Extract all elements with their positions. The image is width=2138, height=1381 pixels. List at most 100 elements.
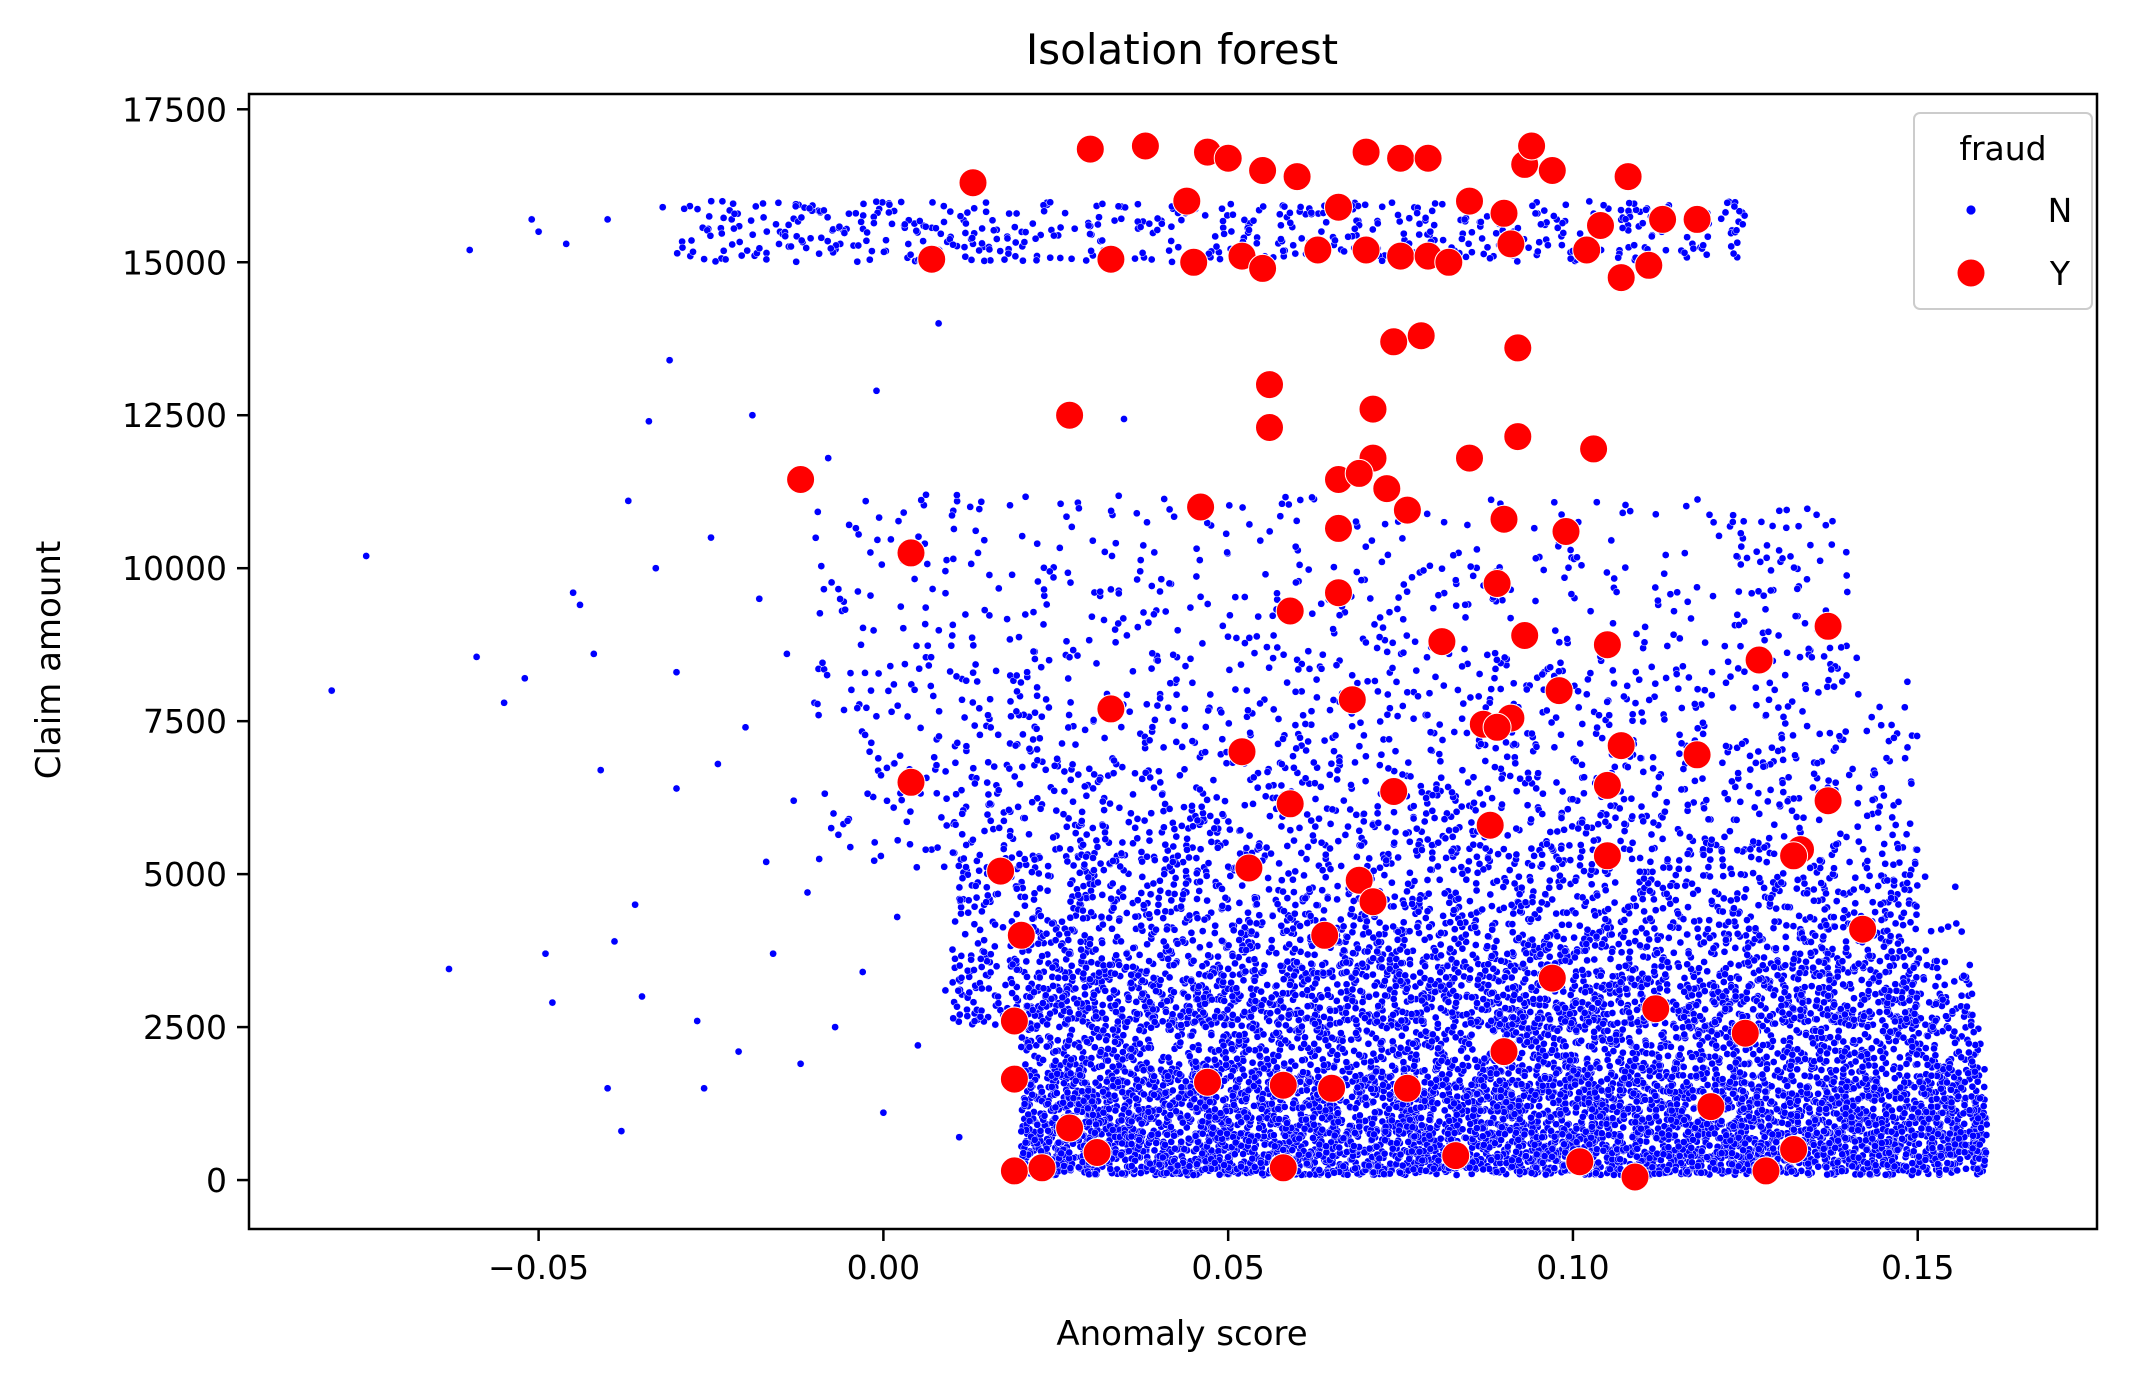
data-point-n [1192,544,1201,553]
data-point-n [596,766,605,774]
data-point-n [1618,509,1627,517]
data-point-n [1715,532,1723,540]
data-point-n [1170,512,1178,521]
data-point-n [1412,824,1421,833]
data-point-n [1782,921,1791,930]
data-point-n [1570,933,1578,942]
data-point-n [841,605,849,614]
data-point-n [949,848,957,857]
data-point-n [1719,1043,1728,1052]
data-point-n [1685,673,1693,682]
data-point-n [1823,682,1832,691]
data-point-n [1147,809,1156,818]
data-point-n [1782,944,1791,952]
data-point-n [1439,681,1448,690]
data-point-n [1202,872,1211,880]
data-point-n [1399,229,1408,238]
data-point-n [973,677,982,686]
data-point-n [1253,783,1262,792]
data-point-n [747,216,755,225]
data-point-n [1228,1021,1236,1029]
data-point-n [1240,1008,1249,1016]
data-point-n [1586,607,1595,616]
data-point-n [1045,656,1053,665]
data-point-n [1156,694,1164,703]
data-point-n [1051,1047,1060,1056]
data-point-n [1980,1083,1989,1091]
data-point-n [914,532,923,541]
data-point-n [964,908,973,917]
data-point-n [1375,761,1384,769]
data-point-n [1147,255,1156,264]
data-point-n [1576,861,1584,870]
data-point-n [1279,989,1287,997]
data-point-n [1221,797,1229,805]
data-point-n [1333,980,1342,989]
data-point-n [854,587,862,596]
data-point-n [1423,876,1432,884]
data-point-n [1465,857,1473,866]
data-point-n [1098,236,1107,245]
data-point-n [823,213,832,222]
data-point-n [1000,817,1008,825]
data-point-n [972,893,981,902]
data-point-n [1269,631,1278,640]
data-point-n [1487,495,1495,504]
data-point-n [1878,849,1887,858]
data-point-n [1370,620,1379,629]
data-point-n [1033,691,1041,700]
data-point-n [796,1059,805,1068]
data-point-n [1295,561,1304,569]
data-point-n [820,789,829,798]
data-point-n [1071,984,1080,993]
data-point-n [1067,523,1076,531]
data-point-n [1913,881,1922,890]
data-point-n [603,1084,612,1093]
data-point-n [1468,228,1476,237]
data-point-n [1123,690,1131,699]
data-point-n [921,845,930,854]
data-point-n [1188,936,1197,945]
data-point-n [1680,1030,1689,1039]
data-point-n [1623,682,1632,690]
data-point-n [1875,1008,1884,1016]
data-point-n [1859,845,1867,854]
data-point-n [1059,810,1068,819]
data-point-n [929,692,938,700]
data-point-n [886,662,895,670]
data-point-n [1231,593,1240,601]
data-point-n [1639,717,1647,726]
points-layer [327,131,1991,1192]
data-point-n [1492,229,1501,238]
data-point-n [617,1127,626,1135]
data-point-n [1490,943,1498,952]
data-point-n [994,890,1002,898]
data-point-n [1239,976,1248,985]
data-point-n [1558,920,1566,929]
data-point-n [1438,564,1446,573]
data-point-n [1450,925,1459,934]
data-point-n [1610,898,1619,907]
data-point-n [1788,806,1796,815]
data-point-n [1065,653,1074,662]
data-point-n [1440,518,1448,527]
data-point-n [893,836,902,845]
data-point-n [728,240,737,249]
data-point-n [951,758,960,767]
data-point-n [921,620,930,628]
data-point-n [820,585,828,594]
data-point-n [1170,825,1179,833]
data-point-n [1649,764,1657,773]
data-point-n [1136,567,1145,576]
data-point-n [1359,817,1368,826]
data-point-n [1205,941,1214,949]
data-point-n [589,650,598,658]
data-point-n [1374,687,1382,696]
data-point-n [1922,946,1930,955]
data-point-n [994,584,1003,593]
data-point-n [914,1041,922,1050]
data-point-n [1631,699,1640,707]
data-point-n [1965,961,1974,969]
data-point-n [999,845,1008,853]
data-point-n [1308,609,1317,618]
